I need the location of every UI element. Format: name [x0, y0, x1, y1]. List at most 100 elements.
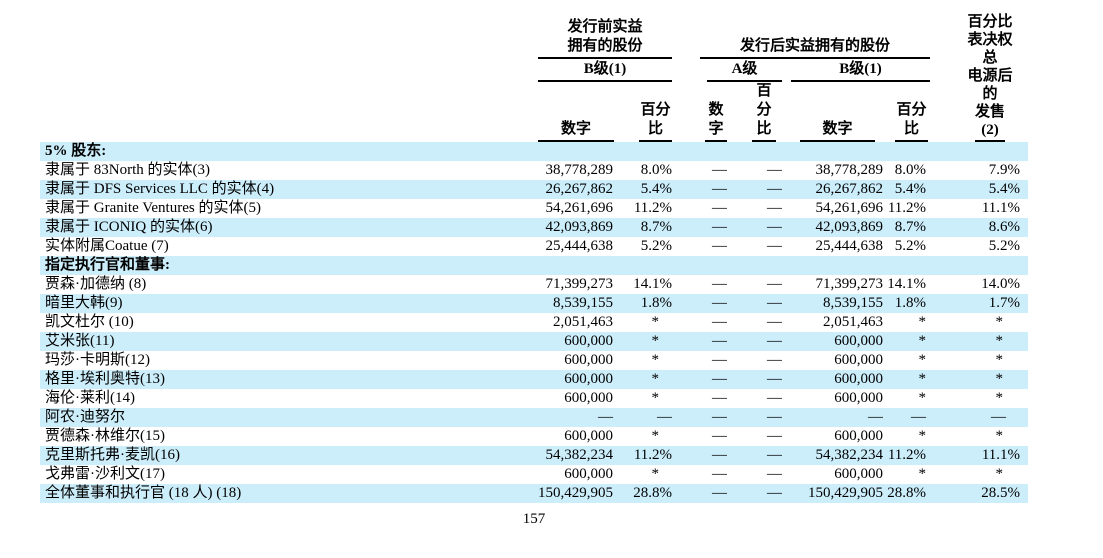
cell: —	[712, 390, 728, 406]
cell: *	[995, 371, 1004, 387]
cell: 71,399,273	[815, 276, 884, 292]
cell: 8,539,155	[823, 295, 884, 311]
cell: 8.7%	[640, 219, 673, 235]
table-header: 发行前实益 拥有的股份 发行后实益拥有的股份 百分比 表决权 总 电源后 的 发…	[40, 10, 1028, 142]
row-label: 阿农·迪努尔	[45, 409, 125, 425]
cell: —	[712, 181, 728, 197]
pre-offering-title-line2: 拥有的股份	[567, 38, 643, 54]
header-spacer	[40, 10, 538, 142]
row-label: 格里·埃利奥特(13)	[45, 371, 165, 387]
cell: 600,000	[564, 333, 613, 349]
cell: 38,778,289	[815, 162, 884, 178]
cell: —	[712, 333, 728, 349]
cell: —	[767, 428, 783, 444]
cell: —	[767, 485, 783, 501]
cell: —	[767, 390, 783, 406]
cell: *	[995, 333, 1004, 349]
row-label: 隶属于 DFS Services LLC 的实体(4)	[45, 181, 275, 197]
table-row: 隶属于 83North 的实体(3) 38,778,289 8.0% — — 38,778…	[40, 161, 1028, 180]
voting-header-line: 发售	[975, 104, 1006, 120]
cell: 150,429,905	[808, 485, 884, 501]
cell: 11.1%	[981, 447, 1021, 463]
cell: —	[712, 200, 728, 216]
cell: 600,000	[834, 466, 884, 482]
cell: 150,429,905	[538, 485, 613, 501]
cell	[538, 256, 614, 275]
cell	[883, 256, 930, 275]
row-label: 隶属于 Granite Ventures 的实体(5)	[45, 200, 261, 216]
cell: 7.9%	[988, 162, 1021, 178]
cell: 5.4%	[894, 181, 927, 197]
cell	[727, 142, 782, 161]
voting-power-column-header: 百分比 表决权 总 电源后 的 发售 (2)	[930, 10, 1028, 142]
cell: 8.6%	[988, 219, 1021, 235]
cell: *	[918, 371, 927, 387]
row-label: 凯文杜尔 (10)	[45, 314, 134, 330]
table-row: 贾森·加德纳 (8) 71,399,273 14.1% — —71,399,273 14.…	[40, 275, 1028, 294]
cell: —	[767, 219, 783, 235]
cell: —	[657, 409, 673, 425]
cell: 11.2%	[887, 200, 927, 216]
cell: —	[767, 181, 783, 197]
row-label: 隶属于 ICONIQ 的实体(6)	[45, 219, 213, 235]
voting-header-line: 电源后	[967, 68, 1013, 84]
cell: 5.4%	[640, 181, 673, 197]
cell: *	[651, 428, 660, 444]
cell: 14.1%	[633, 276, 673, 292]
cell: 28.8%	[633, 485, 673, 501]
cell: 1.8%	[640, 295, 673, 311]
cell: 42,093,869	[815, 219, 884, 235]
table-row: 5% 股东:	[40, 142, 1029, 161]
cell: *	[651, 371, 660, 387]
cell: 71,399,273	[545, 276, 614, 292]
cell	[672, 256, 727, 275]
cell: —	[712, 485, 728, 501]
cell: 2,051,463	[823, 314, 884, 330]
cell: 600,000	[834, 371, 884, 387]
cell: 600,000	[834, 428, 884, 444]
row-label: 隶属于 83North 的实体(3)	[45, 162, 210, 178]
cell: *	[651, 333, 660, 349]
cell: 600,000	[564, 428, 613, 444]
cell	[930, 142, 1028, 161]
cell: —	[767, 371, 783, 387]
table-body: 5% 股东: 隶属于 83North 的实体(3) 38,778,289 8.0% — —…	[40, 142, 1029, 503]
pre-offering-group: 发行前实益 拥有的股份	[538, 10, 673, 59]
cell: *	[995, 352, 1004, 368]
cell: —	[712, 428, 728, 444]
cell	[538, 142, 614, 161]
cell	[930, 256, 1028, 275]
cell: —	[712, 314, 728, 330]
row-label: 玛莎·卡明斯(12)	[45, 352, 150, 368]
cell: 600,000	[834, 352, 884, 368]
table-row: 隶属于 Granite Ventures 的实体(5) 54,261,696 11.…	[40, 199, 1028, 218]
cell: —	[767, 352, 783, 368]
cell: —	[712, 352, 728, 368]
col-header-number-a: 数 字	[672, 82, 728, 142]
col-header-number-pre: 数字	[538, 82, 614, 142]
row-label: 戈弗雷·沙利文(17)	[45, 466, 165, 482]
cell: 5.2%	[640, 238, 673, 254]
cell: 600,000	[834, 390, 884, 406]
cell: 54,261,696	[815, 200, 884, 216]
cell	[883, 142, 930, 161]
cell: —	[767, 447, 783, 463]
page-number: 157	[522, 511, 546, 527]
cell: 14.0%	[981, 276, 1021, 292]
cell: —	[712, 162, 728, 178]
row-label: 克里斯托弗·麦凯(16)	[45, 447, 180, 463]
table-row: 隶属于 DFS Services LLC 的实体(4) 26,267,862 5.4…	[40, 180, 1029, 199]
cell: 25,444,638	[815, 238, 884, 254]
cell	[782, 142, 883, 161]
page-footer: 157	[40, 511, 1028, 528]
row-label: 5% 股东:	[45, 143, 107, 159]
cell: 54,261,696	[545, 200, 614, 216]
document-page: 发行前实益 拥有的股份 发行后实益拥有的股份 百分比 表决权 总 电源后 的 发…	[0, 10, 1103, 558]
cell: *	[995, 466, 1004, 482]
header-row-columns: 数字 百分 比 数 字 百 分	[40, 82, 1028, 142]
cell: —	[712, 219, 728, 235]
post-offering-group: 发行后实益拥有的股份	[672, 10, 931, 59]
cell: 8.0%	[640, 162, 673, 178]
cell: —	[767, 314, 783, 330]
row-label: 海伦·莱利(14)	[45, 390, 135, 406]
